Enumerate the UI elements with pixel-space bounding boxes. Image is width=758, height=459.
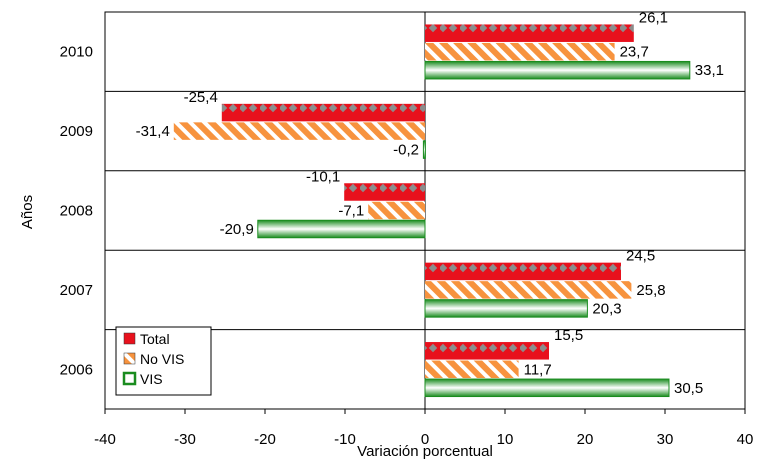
data-label-novis-2009: -31,4 [136,123,170,140]
data-label-novis-2010: 23,7 [620,44,649,61]
y-tick-label: 2008 [60,203,93,220]
x-tick-label: -40 [94,431,116,448]
data-label-novis-2008: -7,1 [338,203,364,220]
bar-total-2007 [425,262,621,281]
bar-total-2009 [221,103,425,122]
x-tick-label: 10 [497,431,514,448]
x-tick-label: 30 [657,431,674,448]
legend-swatch-vis [122,371,137,386]
data-label-total-2007: 24,5 [626,248,655,265]
data-label-vis-2007: 20,3 [592,300,621,317]
bar-novis-2009 [173,122,425,140]
bar-novis-2008 [368,201,425,220]
x-tick-label: -20 [254,431,276,448]
data-label-vis-2010: 33,1 [695,62,724,79]
bar-vis-2006 [424,378,670,398]
data-label-total-2010: 26,1 [639,9,668,26]
data-label-vis-2009: -0,2 [393,142,419,159]
legend-swatch-total [123,332,136,345]
bar-total-2008 [344,183,425,201]
x-tick-label: 40 [737,431,754,448]
legend-label-total: Total [140,331,170,347]
y-tick-label: 2007 [60,282,93,299]
legend: Total No VIS VIS [115,326,212,396]
x-axis-title: Variación porcentual [357,443,493,459]
data-label-vis-2006: 30,5 [674,380,703,397]
y-tick-label: 2006 [60,361,93,378]
legend-label-novis: No VIS [140,351,184,367]
bar-vis-2009 [422,140,426,159]
data-label-total-2006: 15,5 [554,327,583,344]
x-tick-label: 20 [577,431,594,448]
y-tick-label: 2010 [60,44,93,61]
bar-novis-2007 [425,281,632,299]
data-label-total-2009: -25,4 [184,89,218,106]
data-label-vis-2008: -20,9 [220,221,254,238]
bar-vis-2010 [424,60,691,80]
legend-swatch-novis [123,352,136,365]
x-tick-label: -10 [334,431,356,448]
y-tick-label: 2009 [60,123,93,140]
bar-total-2010 [425,24,634,42]
x-tick-label: -30 [174,431,196,448]
bar-vis-2008 [257,219,426,239]
bar-novis-2010 [425,42,615,61]
data-label-novis-2006: 11,7 [524,361,552,378]
x-tick-label: 0 [421,431,429,448]
legend-label-vis: VIS [140,371,163,387]
bar-vis-2007 [424,299,588,318]
data-label-novis-2007: 25,8 [636,282,665,299]
bar-total-2006 [425,342,549,360]
y-axis-title: Años [19,195,36,229]
bar-novis-2006 [425,360,519,379]
data-label-total-2008: -10,1 [306,168,340,185]
